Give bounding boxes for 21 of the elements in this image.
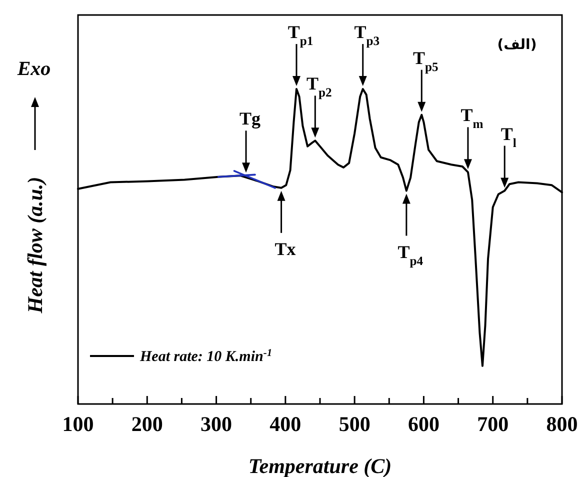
text: Exo: [16, 58, 51, 80]
x-tick-label: 800: [546, 412, 578, 436]
x-tick-label: 100: [62, 412, 94, 436]
x-tick-label: 500: [338, 412, 370, 436]
x-tick-label: 200: [131, 412, 163, 436]
annotation: Tg: [240, 108, 261, 129]
x-tick-label: 300: [200, 412, 232, 436]
annotation: T$_{p4}$: [398, 242, 424, 268]
annotation: T$_{l}$: [500, 124, 517, 150]
annotation: T$_{p1}$: [288, 22, 314, 48]
annotation: T$_{m}$: [460, 105, 484, 132]
x-tick-label: 700: [477, 412, 509, 436]
annotation: Tx: [274, 238, 296, 259]
y-axis-title: Heat flow (a.u.): [23, 176, 47, 314]
annotation: T$_{p5}$: [412, 48, 438, 74]
x-tick-label: 600: [408, 412, 440, 436]
x-tick-label: 400: [270, 412, 302, 436]
text: (الف): [497, 37, 537, 53]
legend-label: Heat rate: 10 K.min$^{-1}$: [139, 348, 272, 365]
annotation: T$_{p2}$: [306, 74, 332, 100]
annotation: T$_{p3}$: [354, 22, 380, 48]
